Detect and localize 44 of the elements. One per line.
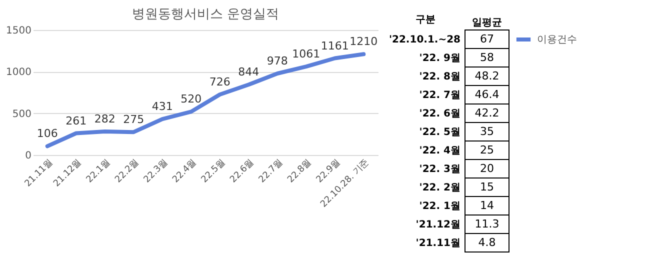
data-label: 275 [123,113,144,126]
legend-label: 이용건수 [537,34,577,46]
y-tick-label: 1000 [6,67,32,78]
data-label: 46.4 [474,88,500,101]
chart-title: 병원동행서비스 운영실적 [132,7,280,22]
y-tick-label: '22. 5월 [419,126,460,138]
data-label: 1210 [350,35,378,48]
y-tick-label: '22. 2월 [419,182,460,194]
y-axis-title: 구분 [416,14,436,26]
y-tick-label: '22. 9월 [419,52,460,64]
y-tick-label: 500 [12,108,32,120]
y-tick-label: '22. 1월 [419,200,460,212]
data-label: 42.2 [474,106,500,120]
data-label: 1061 [292,48,320,61]
y-tick-label: '22.10.1.~28 [388,34,461,46]
data-label: 1161 [320,39,349,52]
y-tick-label: 1500 [6,26,32,36]
y-tick-label: '21.11월 [416,238,460,249]
data-label: 4.8 [478,236,496,249]
data-label: 67 [480,32,494,46]
data-label: 844 [238,66,260,79]
data-label: 282 [94,112,116,126]
y-tick-label: 0 [25,150,32,162]
y-tick-label: '22. 6월 [419,108,460,120]
y-tick-label: '21.12월 [416,219,460,230]
data-label: 35 [480,124,494,138]
data-label: 48.2 [474,69,500,82]
y-tick-label: '22. 3월 [419,164,460,175]
data-label: 978 [266,54,288,68]
data-label: 14 [480,198,494,212]
data-label: 106 [36,127,58,140]
y-tick-label: '22. 8월 [419,71,460,82]
y-tick-label: '22. 7월 [419,90,460,101]
data-label: 11.3 [474,217,500,230]
data-label: 15 [480,180,494,194]
data-label: 261 [66,114,87,128]
data-label: 20 [480,162,494,175]
data-label: 58 [480,50,494,64]
data-label: 431 [152,100,173,114]
data-label: 520 [180,92,202,106]
x-tick-label: 일평균 [472,18,502,28]
data-label: 726 [209,76,230,88]
y-tick-label: '22. 4월 [419,145,460,156]
data-label: 25 [480,143,494,156]
